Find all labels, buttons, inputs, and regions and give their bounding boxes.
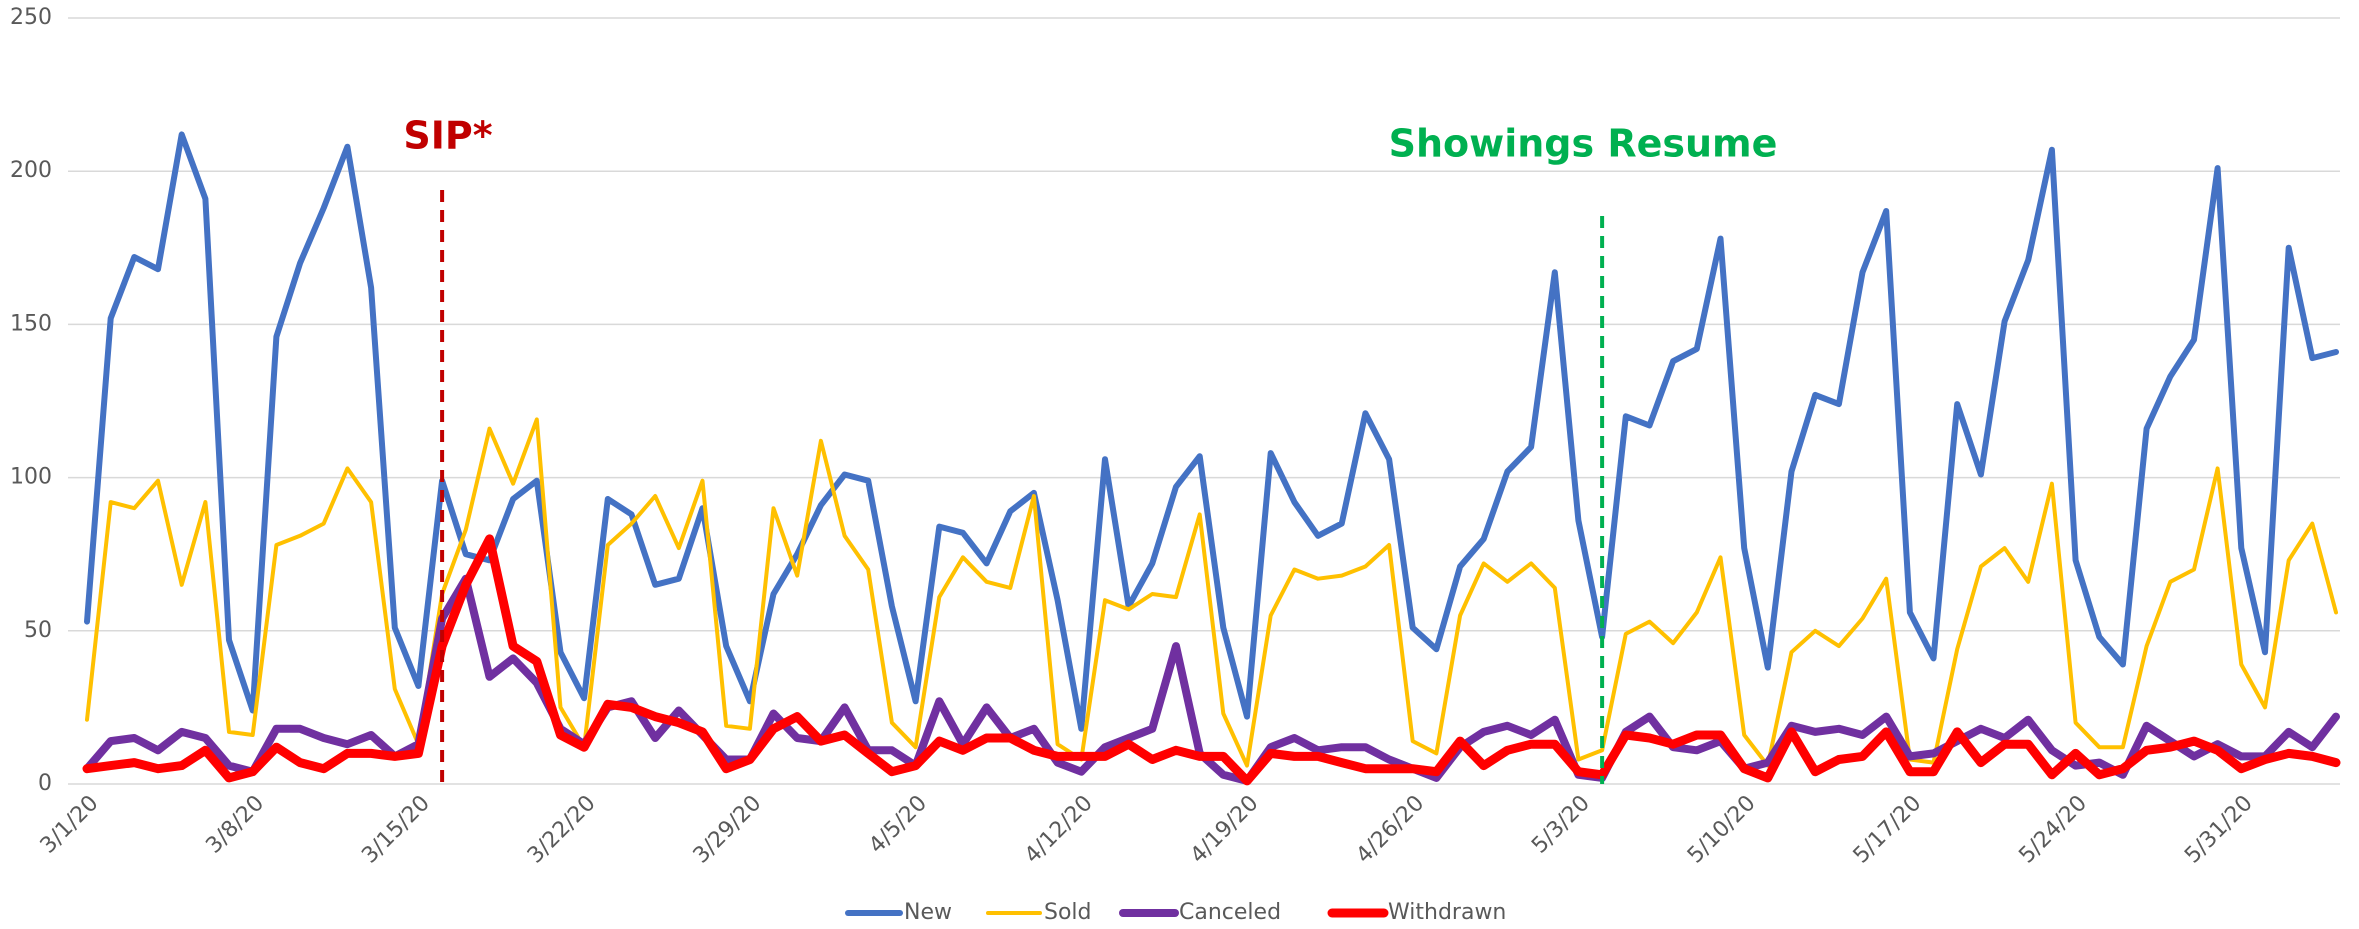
legend-label: Withdrawn — [1388, 900, 1506, 925]
y-tick-label: 50 — [24, 618, 52, 643]
y-tick-label: 250 — [10, 5, 52, 30]
legend-label: New — [904, 900, 952, 925]
annotation-label: SIP* — [403, 114, 492, 158]
x-tick-label: 5/3/20 — [1527, 791, 1595, 859]
x-tick-label: 5/31/20 — [2180, 791, 2258, 869]
annotation-label: Showings Resume — [1389, 122, 1778, 166]
x-tick-label: 3/1/20 — [36, 791, 104, 859]
y-tick-label: 200 — [10, 158, 52, 183]
y-tick-label: 0 — [38, 771, 52, 796]
x-tick-label: 3/8/20 — [201, 791, 269, 859]
x-tick-label: 3/22/20 — [523, 791, 601, 869]
y-tick-label: 100 — [10, 465, 52, 490]
series-line — [82, 534, 2341, 786]
x-tick-label: 4/26/20 — [1352, 791, 1430, 869]
legend: New Sold Canceled Withdrawn — [845, 900, 1506, 925]
x-tick-label: 4/19/20 — [1186, 791, 1264, 869]
legend-label: Canceled — [1179, 900, 1281, 925]
x-tick-label: 5/17/20 — [1849, 791, 1927, 869]
x-tick-label: 5/10/20 — [1683, 791, 1761, 869]
x-tick-label: 4/12/20 — [1020, 791, 1098, 869]
x-tick-label: 3/29/20 — [689, 791, 767, 869]
x-tick-label: 3/15/20 — [357, 791, 435, 869]
series-line — [85, 417, 2338, 768]
x-tick-label: 4/5/20 — [864, 791, 932, 859]
legend-label: Sold — [1044, 900, 1092, 925]
series-line — [84, 131, 2339, 732]
y-tick-label: 150 — [10, 311, 52, 336]
x-tick-label: 5/24/20 — [2014, 791, 2092, 869]
